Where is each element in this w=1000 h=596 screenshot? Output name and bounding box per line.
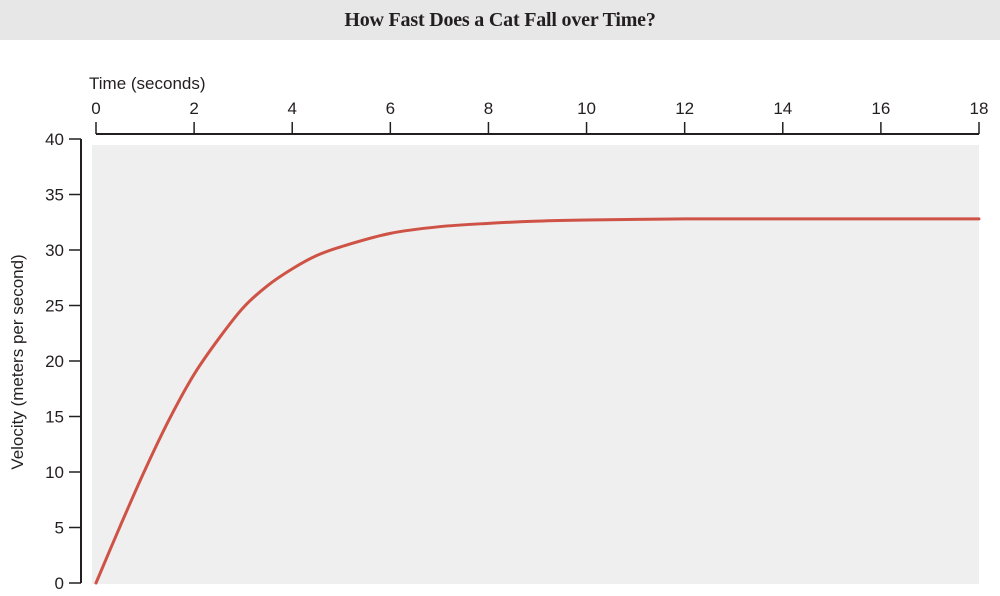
y-tick-label: 30 bbox=[45, 241, 64, 260]
x-tick-label: 16 bbox=[871, 99, 890, 118]
x-tick-label: 10 bbox=[577, 99, 596, 118]
x-tick-label: 2 bbox=[189, 99, 198, 118]
y-axis: 0 5 10 15 20 25 30 35 40 bbox=[45, 130, 82, 593]
chart-title: How Fast Does a Cat Fall over Time? bbox=[344, 8, 656, 31]
y-tick-label: 35 bbox=[45, 186, 64, 205]
x-axis-title: Time (seconds) bbox=[89, 74, 206, 93]
plot-area bbox=[92, 145, 979, 584]
x-tick-label: 14 bbox=[773, 99, 792, 118]
x-tick-label: 4 bbox=[287, 99, 296, 118]
y-tick-label: 40 bbox=[45, 130, 64, 149]
x-tick-label: 8 bbox=[484, 99, 493, 118]
y-tick-label: 0 bbox=[55, 574, 64, 593]
x-axis: 0 2 4 6 8 10 12 14 16 18 bbox=[91, 99, 989, 135]
y-tick-label: 5 bbox=[55, 519, 64, 538]
velocity-line bbox=[94, 217, 981, 585]
y-tick-label: 25 bbox=[45, 297, 64, 316]
x-tick-label: 12 bbox=[675, 99, 694, 118]
x-tick-label: 6 bbox=[386, 99, 395, 118]
x-tick-label: 0 bbox=[91, 99, 100, 118]
y-tick-label: 10 bbox=[45, 463, 64, 482]
title-bar: How Fast Does a Cat Fall over Time? bbox=[0, 0, 1000, 40]
y-tick-label: 20 bbox=[45, 352, 64, 371]
y-tick-label: 15 bbox=[45, 408, 64, 427]
y-axis-title: Velocity (meters per second) bbox=[8, 254, 27, 469]
x-tick-label: 18 bbox=[970, 99, 989, 118]
